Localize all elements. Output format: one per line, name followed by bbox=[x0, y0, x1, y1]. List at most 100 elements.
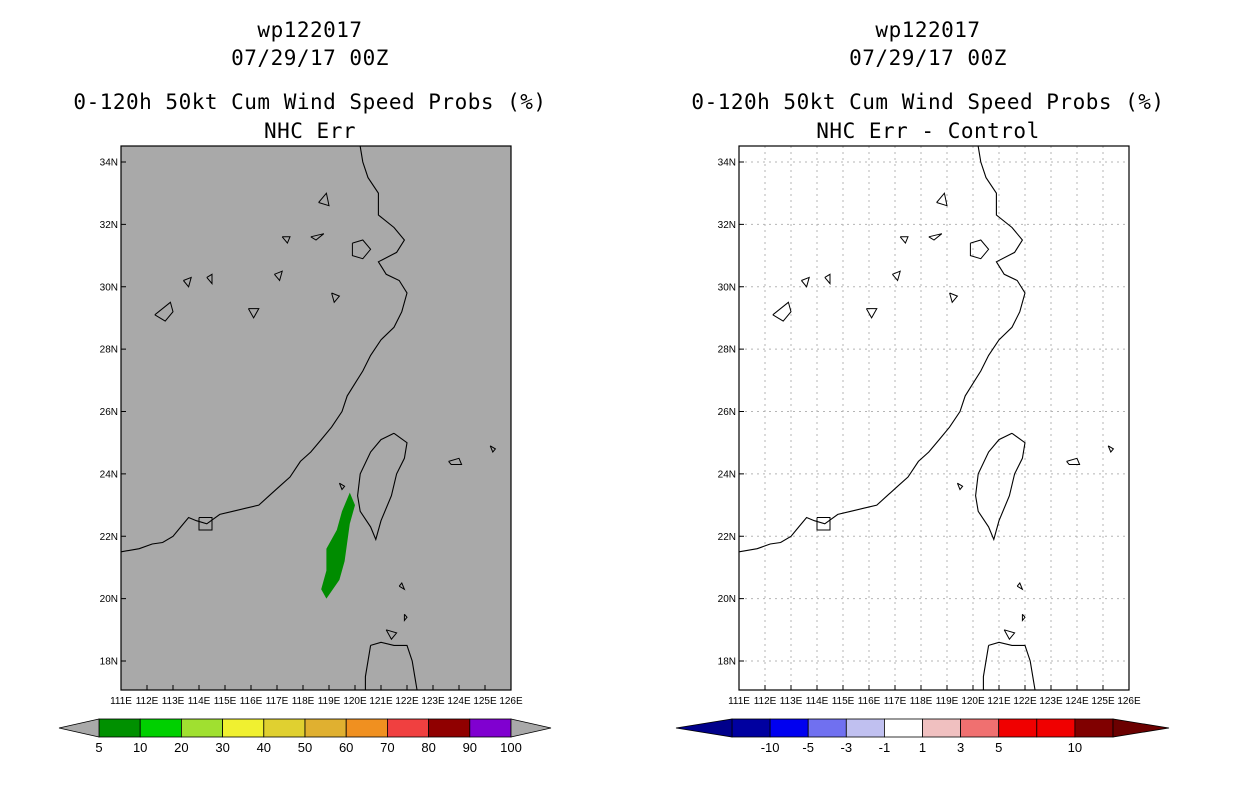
left-island-outline bbox=[206, 273, 213, 285]
left-colorbar-segment bbox=[263, 718, 306, 738]
right-colorbar-label: 3 bbox=[957, 740, 964, 755]
right-lon-label: 111E bbox=[728, 696, 750, 707]
left-lake-outline bbox=[351, 239, 372, 260]
right-island-outline bbox=[892, 270, 901, 282]
right-datetime: 07/29/17 00Z bbox=[849, 46, 1007, 70]
right-lon-label: 124E bbox=[1065, 696, 1089, 707]
left-lon-label: 119E bbox=[318, 696, 341, 707]
left-colorbar-label: 50 bbox=[298, 740, 312, 755]
right-colorbar-segment bbox=[807, 718, 847, 738]
right-lon-label: 114E bbox=[806, 696, 829, 707]
left-taiwan-outline bbox=[357, 432, 408, 542]
right-lon-label: 126E bbox=[1117, 696, 1141, 707]
right-island-outline bbox=[816, 517, 831, 531]
right-colorbar-label: 1 bbox=[919, 740, 926, 755]
left-colorbar-arrow-low bbox=[58, 718, 100, 738]
left-colorbar-label: 30 bbox=[215, 740, 229, 755]
right-lon-label: 123E bbox=[1039, 696, 1063, 707]
right-lat-label: 26N bbox=[718, 407, 736, 418]
right-colorbar-segment bbox=[960, 718, 1000, 738]
left-colorbar-segment bbox=[469, 718, 512, 738]
right-island-outline bbox=[1016, 582, 1024, 591]
right-colorbar-label: -3 bbox=[841, 740, 853, 755]
right-island-outline bbox=[949, 292, 959, 304]
left-lon-label: 120E bbox=[343, 696, 367, 707]
right-lon-label: 115E bbox=[832, 696, 855, 707]
right-subtitle: NHC Err - Control bbox=[816, 119, 1040, 143]
left-colorbar-label: 60 bbox=[339, 740, 353, 755]
right-lon-label: 125E bbox=[1091, 696, 1115, 707]
left-island-outline bbox=[403, 613, 408, 622]
left-lon-label: 114E bbox=[188, 696, 211, 707]
left-lon-label: 121E bbox=[369, 696, 393, 707]
right-lon-label: 120E bbox=[961, 696, 985, 707]
right-island-outline bbox=[772, 301, 792, 322]
right-island-outline bbox=[1066, 457, 1081, 465]
right-lon-label: 118E bbox=[910, 696, 933, 707]
left-lon-label: 112E bbox=[136, 696, 159, 707]
right-lon-label: 116E bbox=[858, 696, 881, 707]
left-lon-label: 113E bbox=[162, 696, 185, 707]
left-colorbar-segment bbox=[386, 718, 429, 738]
left-island-outline bbox=[385, 629, 398, 641]
left-lon-label: 115E bbox=[214, 696, 237, 707]
right-lon-label: 119E bbox=[936, 696, 959, 707]
left-map-background bbox=[121, 146, 511, 690]
left-lat-label: 20N bbox=[100, 594, 118, 605]
right-lat-label: 22N bbox=[718, 532, 736, 543]
right-lon-label: 122E bbox=[1013, 696, 1037, 707]
right-colorbar-arrow-high bbox=[1112, 718, 1170, 738]
right-luzon-outline bbox=[988, 641, 1036, 690]
left-lat-label: 32N bbox=[100, 220, 118, 231]
left-lon-label: 111E bbox=[110, 696, 132, 707]
right-colorbar: -10 -5 -3 -1 1 3 5 10 bbox=[675, 718, 1170, 755]
right-map-frame bbox=[738, 145, 1130, 691]
left-colorbar-label: 90 bbox=[463, 740, 477, 755]
right-island-outline bbox=[936, 192, 948, 207]
left-storm-id: wp122017 bbox=[257, 18, 363, 42]
probability-area bbox=[321, 492, 355, 599]
right-colorbar-label: 5 bbox=[995, 740, 1002, 755]
left-lon-label: 116E bbox=[240, 696, 263, 707]
left-island-outline bbox=[183, 276, 192, 288]
left-lon-label: 126E bbox=[499, 696, 523, 707]
left-island-outline bbox=[198, 517, 213, 531]
left-island-outline bbox=[448, 457, 463, 465]
left-colorbar: 5 10 20 30 40 50 60 70 80 90 100 bbox=[58, 718, 552, 755]
left-colorbar-arrow-high bbox=[510, 718, 552, 738]
right-colorbar-segment bbox=[731, 718, 771, 738]
right-coastline bbox=[739, 146, 1026, 553]
left-island-outline bbox=[247, 308, 260, 319]
right-island-outline bbox=[956, 482, 964, 491]
left-colorbar-segment bbox=[428, 718, 471, 738]
left-colorbar-label: 5 bbox=[95, 740, 102, 755]
left-lon-label: 118E bbox=[292, 696, 315, 707]
right-colorbar-segment bbox=[1074, 718, 1114, 738]
right-map-background bbox=[739, 146, 1129, 690]
left-island-outline bbox=[318, 192, 330, 207]
right-storm-id: wp122017 bbox=[875, 18, 981, 42]
right-luzon-outline bbox=[982, 645, 990, 690]
left-island-outline bbox=[398, 582, 406, 591]
left-lat-label: 22N bbox=[100, 532, 118, 543]
left-colorbar-segment bbox=[222, 718, 265, 738]
left-title: 0-120h 50kt Cum Wind Speed Probs (%) bbox=[73, 90, 547, 114]
left-luzon-outline bbox=[370, 641, 418, 690]
left-lon-label: 123E bbox=[421, 696, 445, 707]
right-lake-outline bbox=[969, 239, 990, 260]
right-island-outline bbox=[801, 276, 810, 288]
right-lat-label: 32N bbox=[718, 220, 736, 231]
left-colorbar-label: 20 bbox=[174, 740, 188, 755]
left-island-outline bbox=[489, 445, 497, 453]
right-island-outline bbox=[899, 236, 909, 245]
left-colorbar-label: 80 bbox=[421, 740, 435, 755]
left-colorbar-label: 70 bbox=[380, 740, 394, 755]
right-lon-label: 112E bbox=[754, 696, 777, 707]
right-island-outline bbox=[1107, 445, 1115, 453]
left-island-outline bbox=[310, 233, 325, 241]
right-island-outline bbox=[1021, 613, 1026, 622]
right-lon-label: 113E bbox=[780, 696, 803, 707]
